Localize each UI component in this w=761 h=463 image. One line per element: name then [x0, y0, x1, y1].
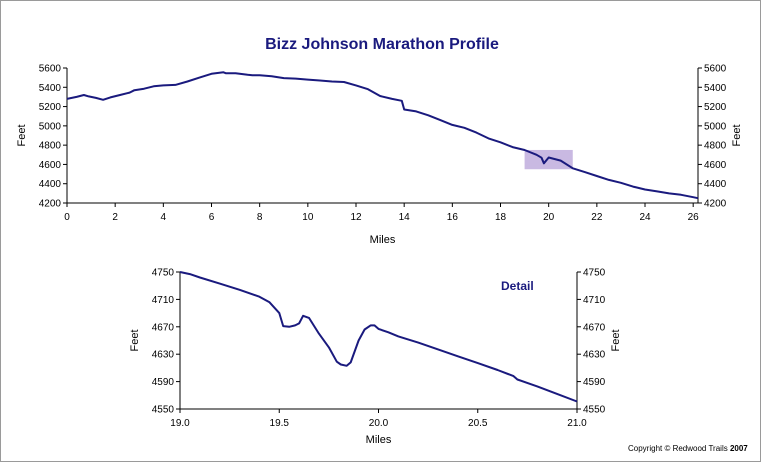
- chart-title: Bizz Johnson Marathon Profile: [265, 36, 499, 53]
- y-tick-right-label: 4200: [704, 199, 727, 210]
- y-tick-right-label: 5400: [704, 83, 727, 94]
- detail-chart-title: Detail: [501, 279, 534, 293]
- copyright-year: 2007: [729, 444, 748, 453]
- x-tick-label: 4: [161, 212, 167, 223]
- y-tick-right-label: 4400: [704, 179, 727, 190]
- y-tick-left-label: 4590: [152, 377, 175, 388]
- copyright-notice: Copyright © Redwood Trails 2007: [628, 444, 748, 453]
- y-tick-right-label: 5600: [704, 64, 727, 75]
- y-tick-left-label: 5400: [39, 83, 62, 94]
- y-tick-right-label: 4670: [583, 322, 606, 333]
- y-tick-left-label: 4800: [39, 141, 62, 152]
- x-tick-label: 16: [447, 212, 459, 223]
- x-tick-label: 24: [639, 212, 651, 223]
- y-tick-left-label: 4670: [152, 322, 175, 333]
- y-tick-right-label: 5000: [704, 121, 727, 132]
- x-tick-label: 12: [350, 212, 362, 223]
- y-axis-title-left: Feet: [16, 124, 28, 146]
- x-tick-label: 18: [495, 212, 507, 223]
- y-tick-left-label: 5600: [39, 64, 62, 75]
- detail-elevation-chart: 4550 4550 4590 4590 4630 4630 4670 4670 4710 4710…: [129, 268, 622, 447]
- x-tick-label: 22: [591, 212, 603, 223]
- y-tick-right-label: 4630: [583, 350, 606, 361]
- x-tick-label: 21.0: [567, 418, 587, 429]
- x-tick-label: 10: [302, 212, 314, 223]
- x-tick-label: 20: [543, 212, 555, 223]
- y-axis-title-left: Feet: [129, 329, 141, 351]
- copyright-text: Copyright © Redwood Trails: [628, 444, 730, 453]
- y-tick-left-label: 4550: [152, 405, 175, 416]
- x-axis-title: Miles: [366, 434, 392, 446]
- y-axis-title-right: Feet: [610, 329, 622, 351]
- x-tick-label: 6: [209, 212, 215, 223]
- y-tick-left-label: 4630: [152, 350, 175, 361]
- y-tick-left-label: 4600: [39, 160, 62, 171]
- y-tick-right-label: 4710: [583, 295, 606, 306]
- y-tick-left-label: 4200: [39, 199, 62, 210]
- y-axis-title-right: Feet: [731, 124, 743, 146]
- y-tick-left-label: 5200: [39, 102, 62, 113]
- x-tick-label: 19.0: [170, 418, 190, 429]
- x-tick-label: 14: [399, 212, 411, 223]
- elevation-line: [179, 271, 578, 403]
- x-tick-label: 2: [112, 212, 118, 223]
- x-tick-label: 0: [64, 212, 70, 223]
- x-tick-label: 26: [688, 212, 700, 223]
- y-tick-left-label: 4750: [152, 268, 175, 279]
- y-tick-left-label: 5000: [39, 121, 62, 132]
- y-tick-right-label: 4590: [583, 377, 606, 388]
- y-tick-right-label: 4750: [583, 268, 606, 279]
- y-tick-right-label: 4600: [704, 160, 727, 171]
- x-tick-label: 20.5: [468, 418, 488, 429]
- x-tick-label: 19.5: [270, 418, 290, 429]
- y-tick-right-label: 4800: [704, 141, 727, 152]
- x-tick-label: 8: [257, 212, 263, 223]
- y-tick-right-label: 4550: [583, 405, 606, 416]
- x-tick-label: 20.0: [369, 418, 389, 429]
- y-tick-left-label: 4400: [39, 179, 62, 190]
- y-tick-right-label: 5200: [704, 102, 727, 113]
- y-tick-left-label: 4710: [152, 295, 175, 306]
- x-axis-title: Miles: [370, 234, 396, 246]
- elevation-line: [66, 71, 699, 200]
